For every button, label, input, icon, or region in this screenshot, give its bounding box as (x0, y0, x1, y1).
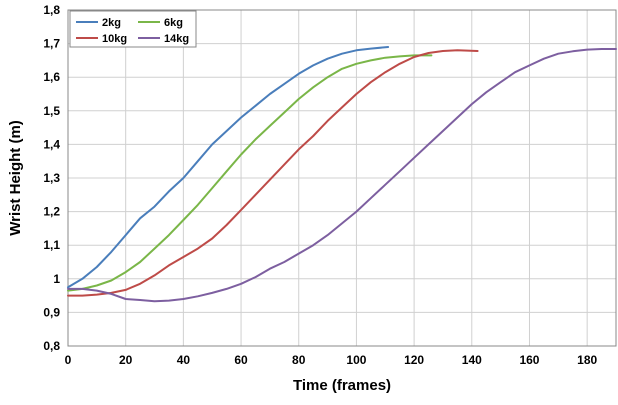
x-tick-label: 0 (65, 353, 72, 367)
y-tick-label: 1,7 (43, 37, 60, 51)
x-tick-label: 160 (519, 353, 539, 367)
x-tick-label: 40 (177, 353, 191, 367)
y-axis-ticks: 0,8 0,9 1 1,1 1,2 1,3 1,4 1,5 1,6 1,7 1,8 (43, 3, 60, 353)
legend: 2kg 6kg 10kg 14kg (69, 10, 197, 48)
y-tick-label: 1,5 (43, 104, 60, 118)
series-line-6kg (67, 54, 433, 292)
legend-box (69, 10, 197, 48)
grid (67, 9, 616, 347)
y-tick-label: 1 (53, 272, 60, 286)
y-tick-label: 1,2 (43, 205, 60, 219)
legend-label-14kg: 14kg (164, 33, 189, 45)
x-tick-label: 60 (234, 353, 248, 367)
y-tick-label: 1,1 (43, 238, 60, 252)
legend-label-10kg: 10kg (102, 33, 127, 45)
y-tick-label: 1,3 (43, 171, 60, 185)
x-axis-title: Time (frames) (293, 377, 391, 394)
series-lines (67, 46, 617, 303)
legend-label-6kg: 6kg (164, 17, 183, 29)
series-line-2kg (67, 46, 390, 289)
plot-area (67, 9, 617, 347)
x-tick-label: 180 (577, 353, 597, 367)
legend-label-2kg: 2kg (102, 17, 121, 29)
x-tick-label: 100 (346, 353, 366, 367)
y-axis-title: Wrist Height (m) (7, 120, 24, 236)
y-tick-label: 1,6 (43, 70, 60, 84)
x-axis-ticks: 0 20 40 60 80 100 120 140 160 180 (65, 353, 598, 367)
x-tick-label: 80 (292, 353, 306, 367)
x-tick-label: 20 (119, 353, 133, 367)
series-line-10kg (67, 49, 479, 297)
x-tick-label: 140 (462, 353, 482, 367)
series-line-14kg (67, 48, 617, 303)
y-tick-label: 1,8 (43, 3, 60, 17)
y-tick-label: 0,9 (43, 305, 60, 319)
y-tick-label: 1,4 (43, 137, 60, 151)
y-tick-label: 0,8 (43, 339, 60, 353)
x-tick-label: 120 (404, 353, 424, 367)
